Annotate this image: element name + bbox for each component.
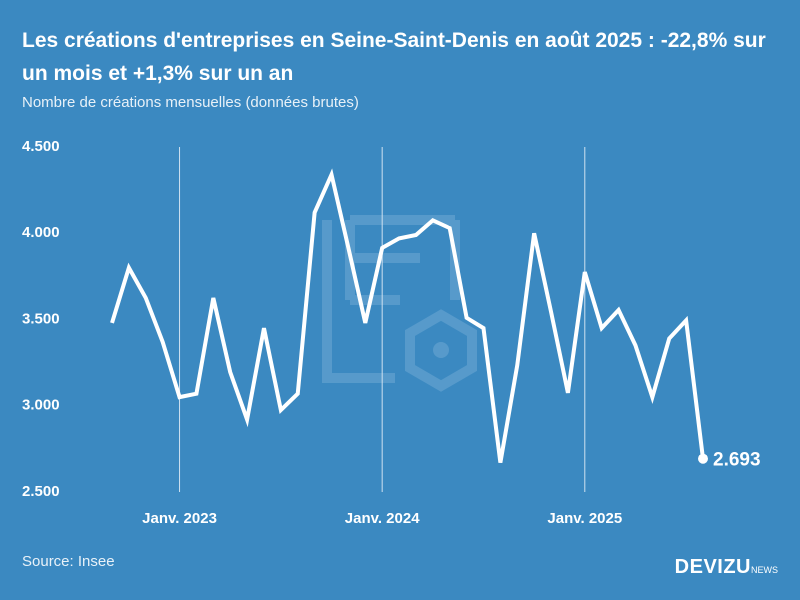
value-label: 2.693 xyxy=(713,450,761,471)
x-tick-label: Janv. 2023 xyxy=(142,510,217,527)
line xyxy=(110,168,705,464)
end-point xyxy=(698,453,708,464)
y-tick-label: 2.500 xyxy=(22,483,60,500)
brand-name: DEVIZU xyxy=(674,556,751,578)
brand: DEVIZUNEWS xyxy=(675,556,778,579)
x-tick-label: Janv. 2025 xyxy=(547,510,622,527)
chart-subtitle: Nombre de créations mensuelles (données … xyxy=(22,94,359,111)
source: Source: Insee xyxy=(22,553,115,570)
y-tick-label: 3.500 xyxy=(22,310,60,327)
x-tick-label: Janv. 2024 xyxy=(345,510,420,527)
y-tick-label: 3.000 xyxy=(22,397,60,414)
chart-title: Les créations d'entreprises en Seine-Sai… xyxy=(22,29,766,85)
y-tick-label: 4.500 xyxy=(22,138,60,155)
y-tick-label: 4.000 xyxy=(22,224,60,241)
brand-suffix: NEWS xyxy=(751,565,778,575)
